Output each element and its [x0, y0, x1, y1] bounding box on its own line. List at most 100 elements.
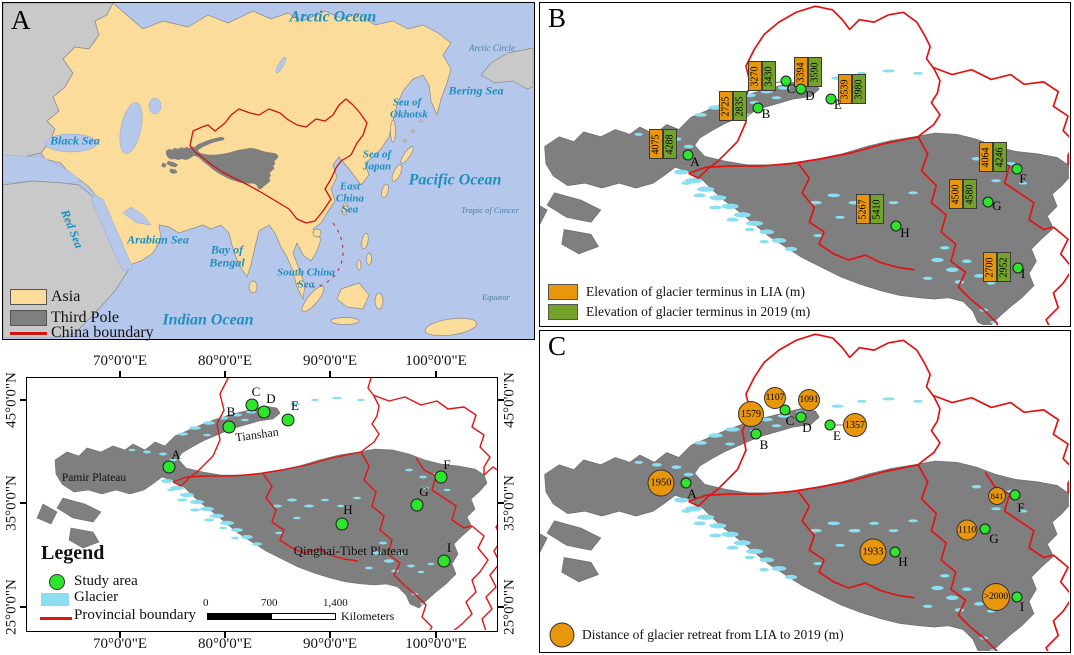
y-tick-right-35n: 35°0'0"N: [501, 475, 518, 531]
sea-label-south-china: South China Sea: [277, 266, 335, 290]
legend-swatch-2019: [548, 304, 578, 320]
study-dot-G: [982, 196, 994, 208]
region-label-qinghai-tibet: Qinghai-Tibet Plateau: [293, 543, 409, 558]
study-letter-D: D: [802, 420, 812, 435]
panel-b-elevation-map: B 4075 4288 2725 2835 3270 3430 3394 359…: [539, 2, 1071, 327]
lake-baikal: [275, 56, 287, 74]
study-letter-D: D: [266, 391, 276, 406]
asia-map-graphic: [3, 3, 533, 338]
y-tick-right-45n: 45°0'0"N: [501, 372, 518, 428]
study-letter-E: E: [291, 398, 299, 413]
elev-lia-E: 3539: [838, 74, 852, 104]
elev-2019-F: 4246: [993, 142, 1007, 172]
red-sea: [90, 194, 134, 272]
elev-2019-G: 4580: [963, 179, 977, 209]
elev-pair-A: 4075 4288: [649, 129, 677, 159]
study-dot-E: [825, 93, 837, 105]
elev-pair-G: 4500 4580: [949, 179, 977, 209]
y-tick-left-25n: 25°0'0"N: [3, 579, 20, 635]
retreat-circle-G: 1110: [956, 519, 978, 541]
legend-line-china-boundary: [10, 332, 47, 335]
tickmark: [20, 399, 26, 401]
x-tick-bot-80e: 80°0'0"E: [198, 636, 252, 652]
study-dot-C: [779, 404, 791, 416]
tickmark: [224, 371, 226, 377]
study-dot-H: [889, 546, 901, 558]
legend-label-china-boundary: China boundary: [51, 324, 154, 341]
legend-swatch-lia: [548, 284, 578, 300]
study-letter-C: C: [251, 384, 261, 399]
study-letter-H: H: [343, 502, 353, 517]
study-letter-B: B: [761, 106, 771, 121]
tickmark: [498, 606, 504, 608]
study-letter-F: F: [1019, 171, 1027, 186]
region-label-pamir: Pamir Plateau: [61, 472, 127, 484]
overview-map-section: 70°0'0"E 80°0'0"E 90°0'0"E 100°0'0"E 70°…: [0, 345, 537, 655]
study-letter-H: H: [898, 554, 908, 569]
study-letter-F: F: [1017, 500, 1025, 515]
study-letter-A: A: [690, 154, 700, 169]
study-letter-C: C: [785, 413, 795, 428]
tickmark: [119, 632, 121, 638]
scalebar-700: 700: [261, 597, 278, 609]
sea-label-arabian: Arabian Sea: [127, 232, 189, 247]
nine-dash-line: [296, 222, 344, 288]
study-letter-G: G: [992, 198, 1002, 213]
study-letter-A: A: [171, 447, 181, 462]
x-tick-top-90e: 90°0'0"E: [303, 353, 357, 369]
legend-label-2019: Elevation of glacier terminus in 2019 (m…: [586, 304, 811, 319]
elev-lia-B: 2725: [719, 91, 733, 121]
legend-label-provincial-boundary: Provincial boundary: [74, 607, 197, 623]
panel-a-label: A: [11, 5, 31, 35]
x-tick-top-80e: 80°0'0"E: [198, 353, 252, 369]
retreat-circle-D: 1091: [798, 389, 820, 411]
study-dot-E: [824, 419, 836, 431]
study-dot-D: [795, 83, 807, 95]
retreat-circle-E: 1357: [843, 413, 867, 437]
study-letter-G: G: [419, 484, 429, 499]
legend-label-glacier: Glacier: [74, 589, 119, 605]
geoline-tropic-cancer: Tropic of Cancer: [461, 205, 519, 215]
geoline-equator: Equator: [482, 292, 510, 302]
tickmark: [119, 371, 121, 377]
y-tick-left-45n: 45°0'0"N: [3, 372, 20, 428]
elev-lia-H: 5267: [856, 194, 870, 224]
study-dot-E: [281, 413, 295, 427]
elev-pair-C: 3270 3430: [748, 61, 776, 91]
persian-gulf: [122, 206, 152, 226]
elev-pair-B: 2725 2835: [719, 91, 747, 121]
overview-legend-title: Legend: [41, 542, 105, 564]
study-letter-B: B: [226, 404, 236, 419]
legend-symbol-study-area: [49, 574, 65, 590]
retreat-circle-H: 1933: [859, 538, 887, 566]
retreat-circle-C: 1107: [764, 387, 786, 409]
tickmark: [224, 632, 226, 638]
scalebar-1400: 1,400: [323, 597, 348, 609]
tickmark: [435, 632, 437, 638]
aral-sea: [148, 97, 162, 115]
legend-symbol-glacier: [41, 593, 69, 606]
elev-lia-A: 4075: [649, 129, 663, 159]
retreat-circle-F: 841: [988, 487, 1006, 505]
x-tick-bot-70e: 70°0'0"E: [93, 636, 147, 652]
elev-2019-A: 4288: [663, 129, 677, 159]
tickmark: [20, 606, 26, 608]
legend-symbol-provincial-boundary: [40, 617, 72, 620]
elev-pair-E: 3539 3980: [838, 74, 866, 104]
mediterranean-sea: [3, 154, 82, 186]
study-dot-D: [257, 405, 271, 419]
legend-label-retreat: Distance of glacier retreat from LIA to …: [582, 627, 844, 642]
alaska-landmass: [480, 47, 533, 90]
study-dot-G: [979, 523, 991, 535]
elev-2019-C: 3430: [762, 61, 776, 91]
sea-label-black-sea: Black Sea: [50, 133, 100, 148]
black-sea-body: [44, 133, 98, 153]
study-dot-B: [222, 420, 236, 434]
elev-lia-I: 2700: [983, 252, 997, 282]
study-dot-I: [1011, 591, 1023, 603]
study-dot-G: [410, 498, 424, 512]
panel-c-label: C: [548, 331, 567, 361]
study-dot-H: [890, 220, 902, 232]
study-letter-I: I: [1019, 599, 1025, 614]
x-tick-top-100e: 100°0'0"E: [405, 353, 467, 369]
